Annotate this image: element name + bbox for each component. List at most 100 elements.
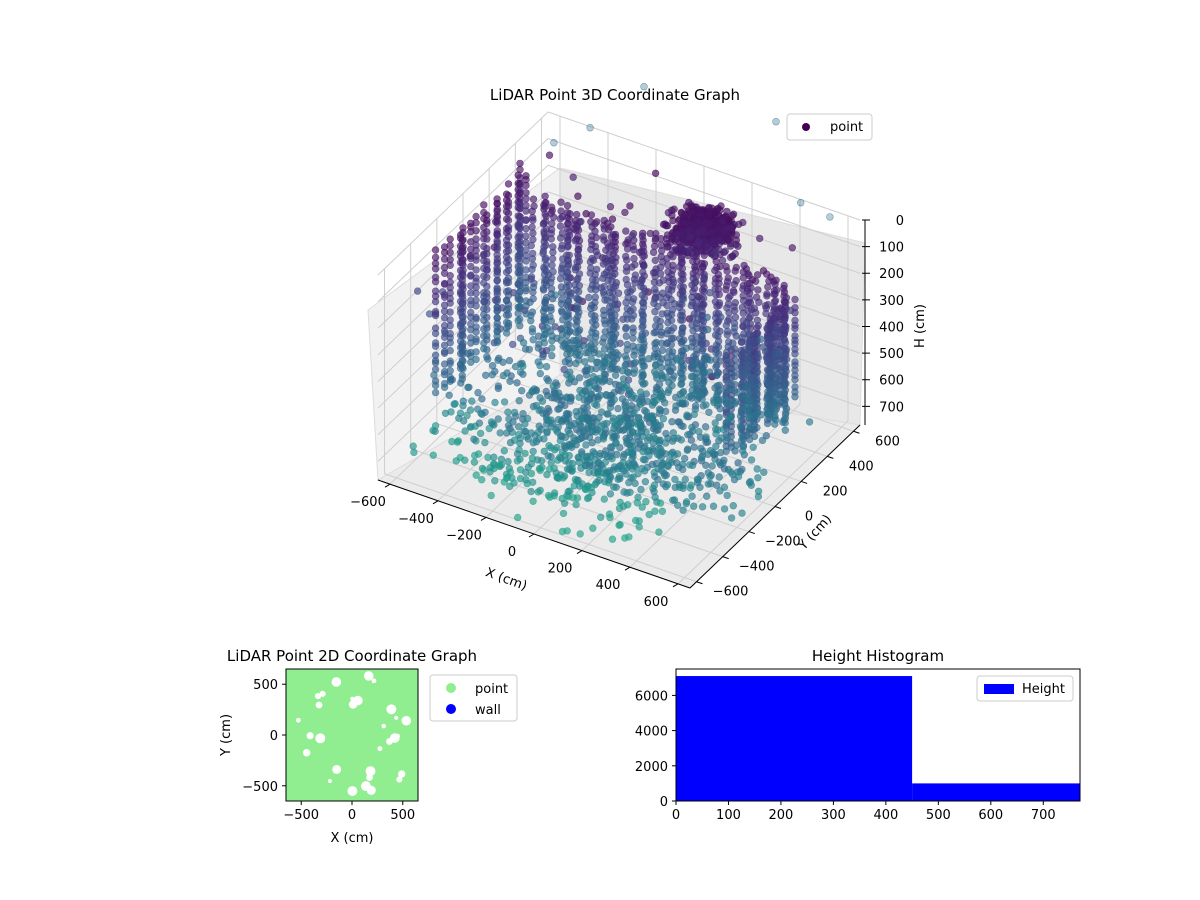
point-marker — [770, 290, 778, 298]
point-marker — [548, 261, 556, 269]
point-marker — [557, 245, 566, 253]
point-marker — [712, 348, 720, 357]
point-marker — [555, 404, 563, 413]
point-marker — [481, 438, 489, 447]
point-marker — [569, 494, 577, 502]
point-marker — [682, 344, 690, 352]
point-marker — [480, 242, 488, 251]
point-marker — [760, 468, 768, 476]
point-marker — [638, 291, 646, 299]
point-marker — [459, 332, 467, 340]
point-marker — [698, 452, 707, 460]
point-marker — [640, 262, 648, 270]
z-tick-label-3d: 500 — [879, 347, 904, 362]
point-marker — [540, 243, 548, 251]
point-marker — [595, 374, 603, 383]
point-marker — [629, 442, 637, 450]
point-marker — [528, 207, 536, 216]
point-marker — [764, 283, 772, 291]
point-marker — [764, 410, 772, 418]
grid-line-y — [514, 143, 828, 457]
point-marker — [685, 461, 694, 469]
point-marker — [620, 488, 628, 496]
point-marker — [493, 332, 501, 340]
point-marker — [621, 325, 630, 333]
legend-2d-marker-point — [446, 683, 456, 693]
axes-2d: −500 0 500 −500 0 500 — [242, 678, 415, 823]
point-marker — [431, 311, 440, 320]
point-marker — [630, 351, 638, 359]
point-marker — [599, 274, 607, 282]
point-marker — [665, 347, 673, 356]
point-marker — [629, 334, 637, 342]
point-marker — [633, 420, 642, 428]
point-marker — [738, 447, 747, 455]
point-marker — [614, 404, 622, 413]
chart-3d-title: LiDAR Point 3D Coordinate Graph — [490, 86, 740, 104]
point-marker — [633, 499, 641, 507]
point-marker — [409, 442, 417, 450]
point-marker — [655, 436, 663, 445]
point-marker — [480, 208, 488, 217]
point-marker — [652, 371, 660, 379]
point-marker — [700, 273, 709, 281]
point-marker — [528, 387, 536, 396]
point-marker — [677, 270, 685, 278]
point-marker — [571, 266, 579, 274]
point-marker — [608, 535, 617, 543]
point-marker — [615, 462, 623, 471]
point-marker — [529, 497, 537, 505]
point-marker — [581, 358, 589, 366]
point-marker — [705, 408, 713, 416]
point-marker — [548, 344, 556, 352]
point-marker — [714, 236, 723, 245]
x-tick-label-hist: 700 — [1031, 808, 1056, 823]
point-marker — [600, 420, 608, 428]
point-marker — [577, 434, 585, 443]
point-marker — [603, 410, 611, 418]
point-marker — [572, 315, 580, 323]
point-marker — [554, 415, 563, 424]
point-marker — [572, 321, 580, 330]
point-marker — [715, 413, 723, 422]
point-marker — [780, 364, 788, 372]
point-marker — [510, 479, 518, 487]
point-marker — [557, 288, 566, 297]
point-marker — [639, 455, 648, 464]
point-marker — [661, 472, 669, 480]
point-marker — [722, 354, 730, 362]
point-marker — [655, 528, 663, 536]
point-marker — [638, 503, 646, 511]
point-marker — [544, 491, 553, 500]
point-marker — [754, 286, 762, 294]
point-marker — [662, 439, 670, 447]
point-marker — [529, 216, 537, 224]
histogram-bars — [676, 676, 1080, 801]
point-marker — [768, 389, 776, 398]
point-marker — [504, 247, 513, 255]
point-marker — [500, 447, 508, 455]
point-marker — [722, 395, 730, 404]
point-marker — [459, 304, 467, 312]
point-marker — [541, 256, 550, 264]
point-marker — [677, 276, 685, 285]
point-marker — [459, 229, 467, 237]
point-marker — [682, 498, 691, 506]
point-marker — [516, 296, 524, 304]
point-marker — [539, 284, 547, 293]
point-marker — [459, 402, 467, 410]
point-marker — [459, 285, 467, 293]
x-tick-label-3d: −600 — [350, 495, 386, 510]
point-marker — [611, 380, 620, 388]
point-marker — [688, 492, 696, 500]
point-marker — [732, 441, 741, 449]
point-marker — [718, 217, 727, 225]
point-marker — [605, 476, 613, 484]
gap-marker — [377, 746, 383, 752]
point-marker — [673, 501, 682, 509]
point-marker — [613, 450, 621, 459]
point-marker — [557, 300, 566, 308]
point-marker — [522, 287, 530, 295]
point-marker — [504, 278, 513, 287]
